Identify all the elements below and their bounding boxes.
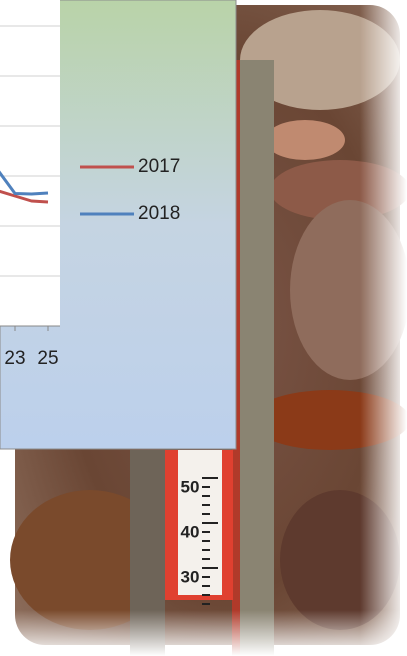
gauge-label: 50 xyxy=(181,477,200,496)
legend: 2017 2018 xyxy=(80,156,180,224)
x-tick-label: 25 xyxy=(37,348,58,369)
series-line xyxy=(0,170,49,196)
gauge-label: 40 xyxy=(181,522,200,541)
plot-area xyxy=(0,0,60,326)
x-tick-label: 23 xyxy=(4,348,25,369)
gauge-labels: 50 40 30 xyxy=(181,477,218,605)
plot xyxy=(0,25,60,327)
x-axis: 23 25 xyxy=(0,325,60,369)
legend-label: 2018 xyxy=(138,203,180,224)
gauge-label: 30 xyxy=(181,567,200,586)
legend-label: 2017 xyxy=(138,156,180,177)
series-line xyxy=(0,189,49,204)
